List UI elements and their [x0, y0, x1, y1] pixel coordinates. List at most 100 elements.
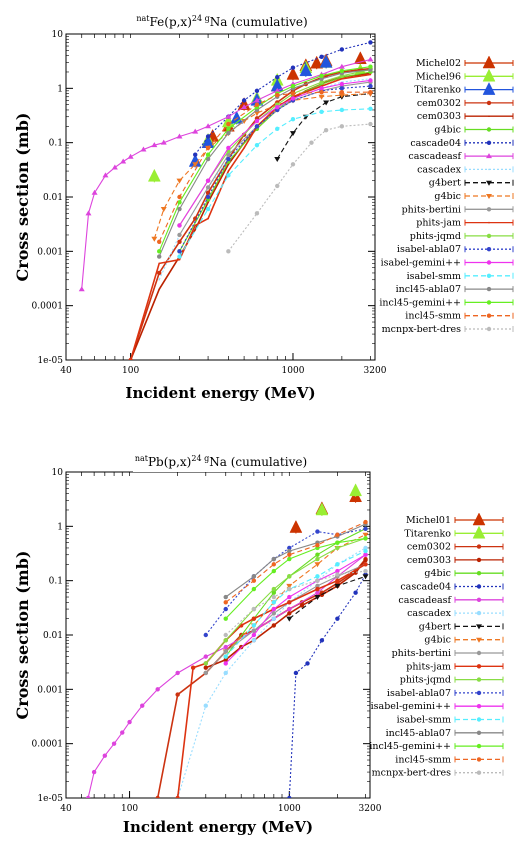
cem0303-point [363, 557, 368, 563]
y-tick-label: 0.0001 [32, 740, 64, 750]
incl45-gemini++-point [271, 568, 277, 574]
isabel-gemini++-point [275, 104, 280, 110]
legend-label: cascade04 [400, 582, 451, 593]
incl45-smm-point [251, 578, 257, 583]
y-tick-label: 10 [52, 30, 64, 40]
legend-cem0302-point [476, 544, 482, 549]
cascadeasf-point [225, 113, 232, 119]
isabel-gemini++-point [287, 594, 292, 600]
series-line [225, 528, 366, 657]
cascadeasf-point [127, 153, 134, 159]
g4bic-point [241, 119, 248, 125]
isabel-abla07-point [223, 606, 228, 612]
g4bic-point [176, 178, 183, 184]
series-line [158, 66, 371, 252]
incl45-smm-point [157, 239, 162, 244]
g4bert-point [334, 583, 341, 589]
incl45-gemini++-point [157, 249, 162, 254]
cascade04-point [287, 795, 292, 798]
series-isabel-smm [177, 106, 373, 259]
cascadeasf-point [127, 719, 132, 725]
legend-cem0303-point [488, 115, 490, 117]
series-mcnpx-bert-dres [226, 121, 373, 254]
legend-label: g4bert [419, 621, 451, 632]
cem0302-point [177, 239, 182, 244]
Titarenko-point [315, 502, 329, 516]
series-line [158, 78, 371, 280]
isabel-gemini++-point [226, 145, 231, 151]
incl45-abla07-point [226, 130, 231, 136]
cascade04-point [319, 54, 324, 60]
isabel-smm-point [315, 574, 320, 579]
isabel-abla07-point [363, 526, 368, 532]
mcnpx-bert-dres-point [339, 124, 345, 129]
g4bert-point [362, 574, 369, 580]
mcnpx-bert-dres-point [275, 183, 280, 189]
legend-label: isabel-abla07 [387, 688, 451, 699]
series-isabel-gemini++ [177, 78, 373, 228]
legend-cascadex-point [488, 168, 490, 171]
legend-incl45-abla07-point [486, 286, 492, 292]
phits-jam-point [158, 262, 161, 265]
phits-jqmd-point [315, 556, 320, 562]
isabel-smm-point [290, 117, 296, 122]
g4bic-point [151, 236, 158, 242]
legend-label: cascadeasf [408, 151, 462, 162]
cascadeasf-point [85, 795, 91, 798]
series-line [158, 69, 371, 257]
incl45-gemini++-point [335, 540, 340, 545]
series-incl45-smm [157, 89, 373, 244]
series-line [288, 575, 366, 620]
legend-g4bert-point [476, 624, 482, 630]
mcnpx-bert-dres-point [271, 594, 277, 600]
phits-jam-point [227, 170, 230, 172]
incl45-gemini++-point [226, 126, 231, 131]
cascadeasf-point [287, 606, 292, 612]
isabel-abla07-point [339, 86, 345, 91]
x-tick-label: 3200 [364, 366, 387, 376]
x-tick-label: 100 [122, 366, 139, 376]
phits-bertini-point [271, 611, 277, 616]
series-cascade04 [287, 572, 368, 798]
incl45-smm-point [290, 91, 296, 96]
Titarenko-point [349, 483, 362, 497]
series-line [176, 563, 366, 798]
cem0302-point [155, 795, 160, 798]
series-line [276, 93, 371, 160]
cascadeasf-point [111, 741, 117, 746]
legend-label: phits-jqmd [410, 231, 461, 242]
legend-label: isabel-gemini++ [371, 701, 451, 712]
legend-g4bic-point [476, 571, 482, 576]
isabel-gemini++-point [368, 78, 373, 83]
isabel-gemini++-point [254, 118, 260, 124]
series-cascadex [158, 77, 372, 281]
mcnpx-bert-dres-point [315, 578, 320, 583]
isabel-gemini++-point [271, 606, 277, 612]
mcnpx-bert-dres-point [287, 586, 292, 592]
isabel-smm-point [363, 548, 368, 554]
chart-pb-na24: 40 100 1000 3200 10 1 0.1 0.01 0.001 0.0001 1e-05 I… [13, 452, 524, 836]
cascade04-point [205, 134, 211, 139]
legend-label: phits-jam [406, 661, 451, 672]
legend-label: phits-jqmd [400, 675, 451, 686]
y-tick-label: 0.001 [37, 247, 63, 257]
legend-label: Titarenko [404, 528, 451, 539]
legend-Michel96-point [482, 68, 496, 82]
legend-label: incl45-abla07 [386, 728, 451, 739]
series-incl45-gemini++ [223, 536, 368, 621]
cascade04-point [319, 638, 325, 643]
legend-isabel-abla07-point [486, 247, 492, 252]
incl45-abla07-point [271, 556, 277, 562]
legend-cem0302-point [486, 100, 492, 106]
cascadex-point [251, 638, 257, 643]
isabel-abla07-point [254, 124, 260, 129]
legend-label: incl45-smm [395, 754, 451, 765]
phits-jqmd-point [335, 545, 340, 551]
legend-label: g4bert [429, 178, 461, 189]
cem0303-point [158, 288, 161, 291]
Michel02-point [286, 66, 300, 80]
phits-jam-point [175, 795, 180, 798]
legend-cascade04-point [486, 140, 492, 145]
series-line [288, 574, 366, 798]
x-tick-label: 3200 [359, 804, 382, 814]
